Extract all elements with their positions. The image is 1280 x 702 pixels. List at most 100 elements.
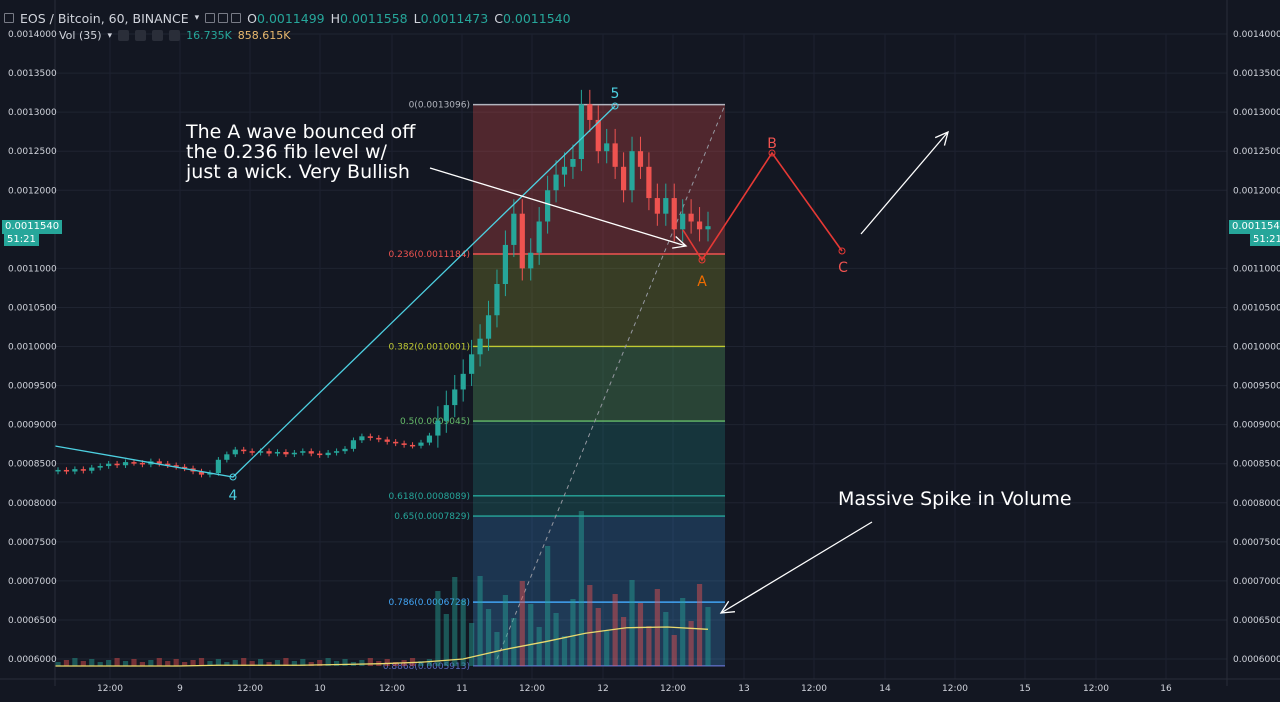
fib-level-label: 0.382(0.0010001) (389, 342, 470, 352)
countdown-badge-right: 51:21 (1250, 234, 1280, 246)
time-tick-label: 12:00 (519, 684, 545, 694)
volume-bar (89, 659, 95, 666)
volume-bars (55, 511, 711, 667)
price-tick-label-left: 0.0006000 (8, 655, 57, 665)
volume-bar (502, 595, 509, 666)
low-value: 0.0011473 (420, 10, 489, 26)
volume-bar (418, 661, 424, 666)
add-icon[interactable] (152, 30, 164, 41)
volume-bar (325, 658, 331, 666)
candle-body (477, 338, 483, 355)
current-price-badge-right: 0.0011540 (1229, 220, 1280, 234)
volume-bar (139, 662, 146, 666)
volume-bar (705, 607, 711, 666)
fib-level-label: 0.8868(0.0005913) (383, 662, 470, 672)
candle-body (122, 462, 129, 466)
time-tick-label: 11 (456, 684, 467, 694)
candle-body (173, 465, 179, 467)
volume-bar (182, 662, 188, 666)
fib-level-label: 0.786(0.0006728) (389, 598, 470, 608)
volume-bar (384, 659, 390, 666)
volume-bar (333, 661, 340, 666)
fib-level-label: 0(0.0013096) (409, 101, 470, 111)
close-icon[interactable] (231, 13, 242, 23)
candle-body (232, 449, 238, 455)
price-tick-label-right: 0.0009500 (1233, 382, 1280, 392)
volume-bar (266, 662, 272, 666)
fib-level-label: 0.618(0.0008089) (389, 492, 470, 502)
time-tick-label: 15 (1019, 684, 1030, 694)
eye-icon[interactable] (118, 30, 130, 41)
candle-body (224, 454, 230, 460)
volume-bar (207, 661, 213, 666)
volume-bar (452, 577, 458, 666)
price-tick-label-left: 0.0013500 (8, 69, 57, 79)
time-tick-label: 12:00 (1083, 684, 1109, 694)
chevron-down-icon[interactable]: ▾ (194, 13, 200, 23)
candle-body (629, 151, 635, 191)
volume-label[interactable]: Vol (35) (59, 29, 102, 42)
note-volume: Massive Spike in Volume (838, 488, 1072, 510)
volume-bar (494, 632, 500, 666)
candle-body (97, 466, 103, 468)
candle-body (308, 451, 314, 454)
candle-body (317, 453, 323, 456)
fib-zone (473, 421, 725, 496)
price-tick-label-right: 0.0008500 (1233, 460, 1280, 470)
settings-icon[interactable] (135, 30, 147, 41)
volume-bar (165, 661, 171, 666)
volume-bar (511, 618, 517, 666)
candle-body (595, 119, 601, 152)
volume-bar (393, 662, 399, 666)
candle-body (114, 463, 120, 466)
symbol-label[interactable]: EOS / Bitcoin, 60, BINANCE (20, 10, 189, 26)
collapse-icon[interactable] (4, 13, 14, 23)
chevron-down-icon[interactable]: ▾ (107, 30, 113, 41)
time-tick-label: 16 (1160, 684, 1172, 694)
volume-bar (274, 660, 281, 666)
volume-bar (680, 598, 686, 666)
volume-bar (469, 623, 475, 666)
candle-body (342, 448, 348, 452)
candle-body (654, 198, 660, 214)
candle-body (139, 462, 146, 465)
volume-ma-value: 858.615K (237, 29, 291, 42)
volume-bar (426, 659, 433, 666)
candle-body (460, 373, 466, 390)
fib-zone (473, 602, 725, 666)
volume-bar (131, 659, 137, 666)
settings-icon[interactable] (218, 13, 229, 23)
candle-body (106, 463, 112, 467)
fib-zone (473, 516, 725, 603)
grid (55, 33, 1227, 679)
bottom-toolbar (0, 694, 1280, 702)
price-tick-label-right: 0.0010000 (1233, 343, 1280, 353)
volume-bar (612, 594, 618, 666)
candle-body (604, 143, 610, 152)
volume-bar (620, 617, 627, 666)
price-tick-label-right: 0.0013000 (1233, 108, 1280, 118)
time-tick-label: 14 (879, 684, 891, 694)
wave-b-label: B (767, 136, 777, 152)
candle-body (198, 471, 205, 475)
volume-bar (477, 576, 483, 666)
candle-body (578, 104, 584, 159)
candle-body (283, 451, 289, 455)
candle-body (325, 452, 331, 456)
candle-body (443, 405, 449, 421)
time-tick-label: 12:00 (237, 684, 263, 694)
volume-bar (604, 631, 610, 666)
candle-body (646, 166, 652, 199)
volume-bar (688, 621, 694, 666)
price-tick-label-left: 0.0013000 (8, 108, 57, 118)
candle-body (511, 213, 517, 245)
candle-body (300, 451, 306, 453)
volume-bar (342, 659, 348, 666)
arrow-a-wave-head (672, 236, 688, 249)
candle-body (156, 461, 162, 464)
close-icon[interactable] (169, 30, 181, 41)
low-label: L (413, 10, 421, 26)
eye-icon[interactable] (205, 13, 216, 23)
